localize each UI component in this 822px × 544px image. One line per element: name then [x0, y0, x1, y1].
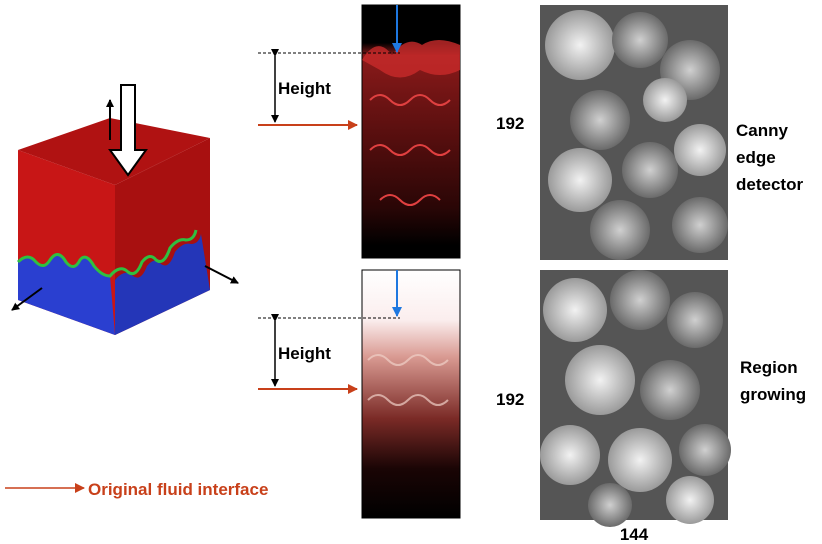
height-label: Height [278, 79, 331, 98]
gray-image-bottom-part [588, 483, 632, 527]
gray-image-top-part [672, 197, 728, 253]
gray-image-top-part [590, 200, 650, 260]
gray-image-bottom-part [666, 476, 714, 524]
gray-image-top-part [570, 90, 630, 150]
gray-image-bottom-part [540, 425, 600, 485]
method-label: detector [736, 175, 803, 194]
method-label: Region [740, 358, 798, 377]
size-label: 192 [496, 114, 524, 133]
gray-image-top-part [612, 12, 668, 68]
gray-image-top-part [545, 10, 615, 80]
gray-image-top-part [643, 78, 687, 122]
gray-image-top-part [622, 142, 678, 198]
region-image [362, 270, 460, 518]
gray-image-bottom-part [543, 278, 607, 342]
method-label: growing [740, 385, 806, 404]
gray-image-bottom-part [640, 360, 700, 420]
width-label: 144 [620, 525, 649, 544]
gray-image-bottom-part [679, 424, 731, 476]
gray-image-bottom [540, 270, 731, 527]
gray-image-bottom-part [565, 345, 635, 415]
method-label: edge [736, 148, 776, 167]
legend-label: Original fluid interface [88, 480, 268, 499]
gray-image-top-part [548, 148, 612, 212]
gray-image-bottom-part [608, 428, 672, 492]
size-label: 192 [496, 390, 524, 409]
height-label: Height [278, 344, 331, 363]
region-image-part [362, 270, 460, 518]
gray-image-top-part [674, 124, 726, 176]
gray-image-top [540, 5, 728, 260]
method-label: Canny [736, 121, 789, 140]
edge-image [362, 5, 460, 258]
gray-image-bottom-part [667, 292, 723, 348]
gray-image-bottom-part [610, 270, 670, 330]
figure: Height Height 192 192 Canny edge detecto… [0, 0, 822, 544]
